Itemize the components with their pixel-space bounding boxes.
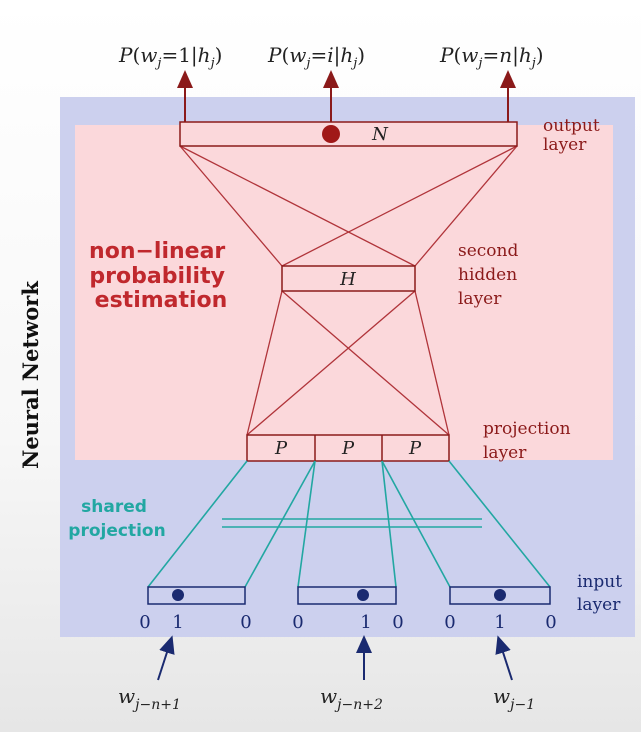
output-prob-1: P(wj=1|hj) [118,43,222,71]
hidden-box-label: H [339,269,356,290]
input-arrow-1 [157,635,175,681]
nonlinear-region [75,125,613,460]
output-active-node [322,125,340,143]
shared-projection-label: shared projection [68,497,165,541]
output-layer-label: output layer [543,116,605,155]
input-node-1 [172,589,184,601]
input-arrow-3 [495,635,513,681]
input-word-3: wj−1 [493,684,535,713]
input-word-2: wj−n+2 [320,684,383,713]
projection-layer-label: projection layer [483,419,576,463]
input-node-3 [494,589,506,601]
input-digit: 1 [494,612,505,633]
nonlinear-label: non−linear probability estimation [89,239,233,313]
input-node-2 [357,589,369,601]
input-digit: 0 [545,612,556,633]
input-box-1 [147,586,246,605]
input-digit: 1 [360,612,371,633]
input-digit: 0 [292,612,303,633]
projection-box-label-2: P [341,438,355,459]
input-digit: 0 [444,612,455,633]
input-digit: 0 [392,612,403,633]
projection-box-label-3: P [408,438,422,459]
input-digit: 1 [172,612,183,633]
input-digit: 0 [240,612,251,633]
teal-connections [147,460,551,588]
output-prob-3: P(wj=n|hj) [439,43,544,71]
output-prob-2: P(wj=i|hj) [267,43,365,71]
input-box-2 [297,586,397,605]
input-layer-label: input layer [577,572,627,615]
output-box-label: N [371,124,389,145]
maroon-connections [179,145,518,436]
side-label: Neural Network [18,281,43,469]
input-word-1: wj−n+1 [118,684,181,713]
output-layer-box [179,121,518,147]
hidden-layer-box [281,265,416,292]
hidden-layer-label: second hidden layer [458,241,524,309]
projection-box-label-1: P [274,438,288,459]
projection-layer-box [246,434,450,462]
input-digit: 0 [139,612,150,633]
